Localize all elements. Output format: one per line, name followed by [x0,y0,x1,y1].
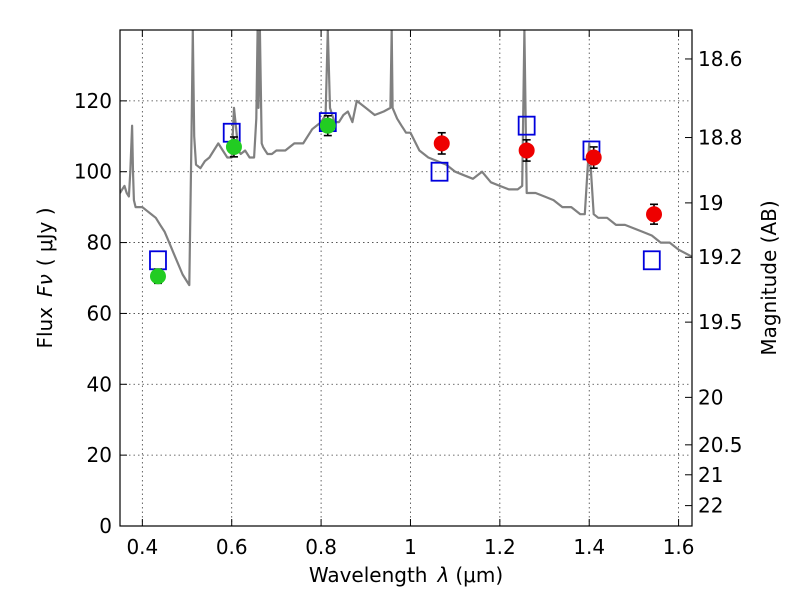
optical-photometry-point [225,138,242,155]
model-spectrum-line [120,30,692,287]
tick-labels: 0.4 0.6 0.8 1 1.2 1.4 1.6 0 20 40 60 80 100 120 18.6 18… [74,47,743,559]
magnitude-tick-label: 20.5 [698,433,743,457]
nir-photometry-point [646,206,663,223]
magnitude-tick-label: 19.2 [698,245,743,269]
magnitude-axis-label: Magnitude (AB) [757,200,781,355]
model-photometry-box [430,161,449,182]
magnitude-tick-label: 18.6 [698,47,743,71]
magnitude-tick-label: 21 [698,463,723,487]
magnitude-tick-label: 19.5 [698,310,743,334]
y-tick-label: 120 [74,89,112,113]
x-tick-label: 0.6 [216,535,248,559]
model-photometry-box [517,115,536,136]
nir-photometry-point [433,135,450,152]
x-tick-label: 1 [404,535,417,559]
axis-ticks [120,30,692,527]
nir-photometry-point [518,142,535,159]
plot-frame [119,29,693,527]
nir-photometry-point [585,149,602,166]
magnitude-tick-label: 18.8 [698,126,743,150]
optical-photometry-point [149,268,166,285]
y-axis-label: FluxFν( μJy ) [33,207,57,348]
plot-series [120,30,692,287]
magnitude-tick-label: 22 [698,494,723,518]
optical-photometry-point [319,117,336,134]
y-tick-label: 80 [87,231,112,255]
grid-lines [120,30,692,527]
y-tick-label: 100 [74,160,112,184]
y-tick-label: 20 [87,443,112,467]
model-photometry-box [149,250,167,271]
magnitude-tick-label: 20 [698,385,723,409]
x-tick-label: 0.4 [126,535,158,559]
y-tick-label: 60 [87,301,112,325]
y-tick-label: 40 [87,372,112,396]
model-photometry-box [642,250,661,271]
x-tick-label: 0.8 [305,535,337,559]
magnitude-tick-label: 19 [698,191,723,215]
x-tick-label: 1.6 [663,535,695,559]
x-tick-label: 1.4 [573,535,605,559]
x-tick-label: 1.2 [484,535,516,559]
x-axis-label: Wavelength λ (μm) [309,563,503,587]
y-tick-label: 0 [99,514,112,538]
